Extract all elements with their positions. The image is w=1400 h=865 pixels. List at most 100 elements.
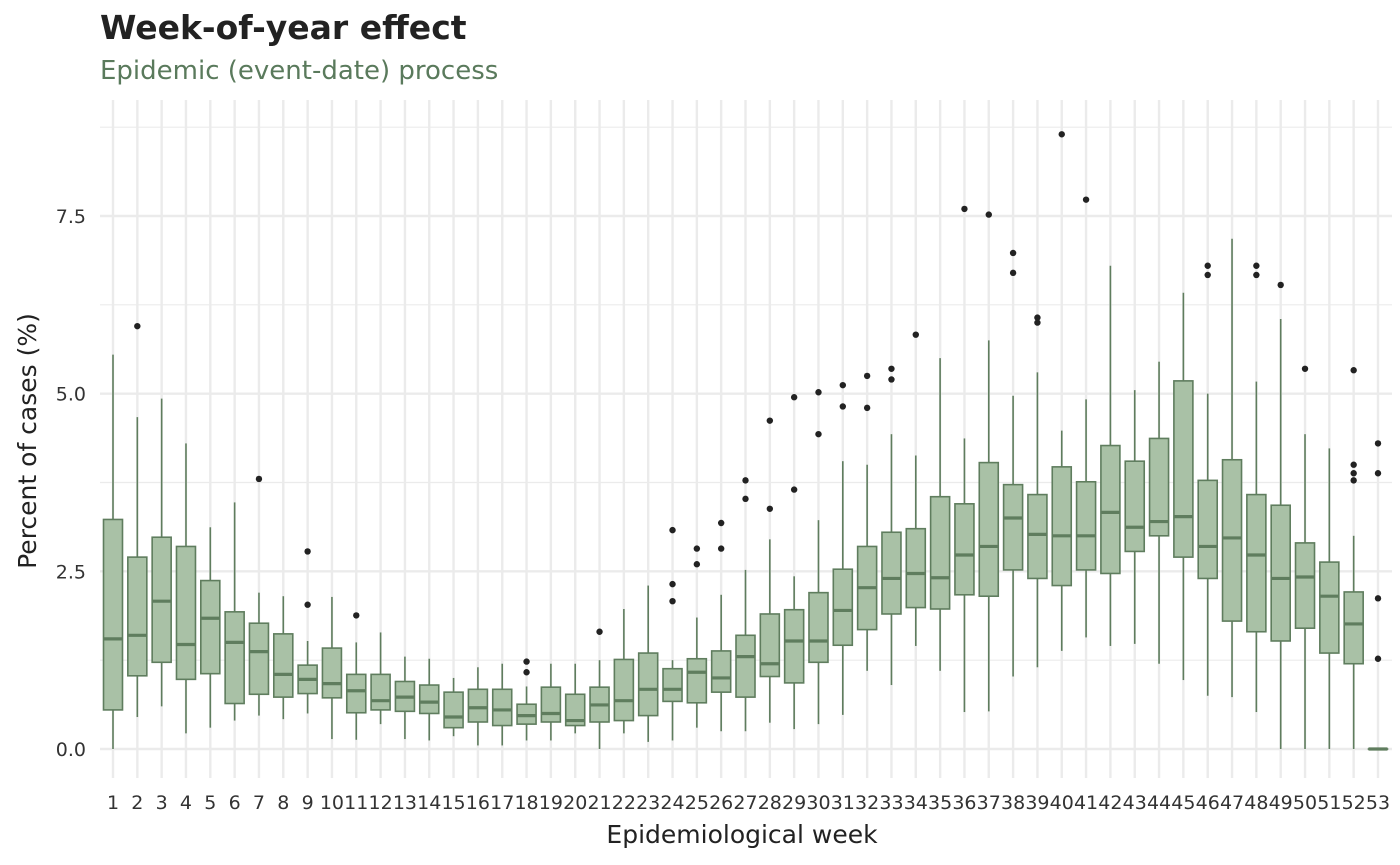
x-tick-label: 45 <box>1171 792 1195 814</box>
x-tick-label: 40 <box>1050 792 1074 814</box>
outlier-point <box>863 372 871 380</box>
box-week-19 <box>540 663 562 741</box>
box-iqr <box>686 657 708 704</box>
outlier-point <box>1253 271 1260 279</box>
box-week-39 <box>1027 314 1048 668</box>
x-tick-label: 25 <box>685 792 709 814</box>
box-week-26 <box>710 519 732 732</box>
outlier-point <box>863 404 871 412</box>
outlier-point <box>717 519 725 527</box>
box-week-10 <box>321 596 343 740</box>
x-tick-label: 47 <box>1220 792 1244 814</box>
x-tick-label: 31 <box>831 792 855 814</box>
outlier-point <box>693 545 701 552</box>
x-tick-label: 5 <box>204 792 216 814</box>
x-tick-label: 37 <box>977 792 1001 814</box>
x-tick-label: 24 <box>660 792 684 814</box>
x-tick-label: 34 <box>904 792 928 814</box>
outlier-point <box>1350 470 1357 477</box>
box-week-24 <box>662 526 683 741</box>
box-week-31 <box>832 381 854 715</box>
outlier-point <box>1277 281 1284 289</box>
box-iqr <box>1075 480 1097 571</box>
box-iqr <box>978 461 1000 598</box>
x-tick-label: 11 <box>344 792 368 814</box>
box-iqr <box>564 693 586 727</box>
box-iqr <box>905 527 927 609</box>
outlier-point <box>1350 367 1357 374</box>
outlier-point <box>766 505 774 512</box>
outlier-point <box>742 477 749 484</box>
box-week-4 <box>175 443 197 734</box>
box-iqr <box>1148 437 1170 537</box>
outlier-point <box>353 612 360 619</box>
box-iqr <box>491 688 513 727</box>
x-tick-label: 46 <box>1196 792 1220 814</box>
x-tick-label: 22 <box>612 792 636 814</box>
box-iqr <box>881 531 902 615</box>
box-week-42 <box>1100 265 1121 646</box>
outlier-point <box>839 381 847 389</box>
box-iqr <box>637 652 659 717</box>
outlier-point <box>766 417 774 424</box>
x-tick-label: 17 <box>490 792 514 814</box>
x-tick-label: 33 <box>879 792 903 814</box>
box-week-20 <box>564 663 586 734</box>
box-iqr <box>1343 591 1364 665</box>
box-week-50 <box>1294 365 1316 749</box>
outlier-point <box>1009 269 1017 277</box>
box-week-22 <box>613 608 635 734</box>
box-week-25 <box>686 545 708 728</box>
x-tick-label: 35 <box>928 792 952 814</box>
box-iqr <box>321 647 343 699</box>
box-week-23 <box>637 585 659 742</box>
box-week-11 <box>345 612 367 740</box>
chart-title: Week-of-year effect <box>100 8 467 47</box>
box-week-44 <box>1148 361 1170 664</box>
box-iqr <box>224 611 245 705</box>
box-iqr <box>467 688 489 723</box>
x-tick-label: 3 <box>156 792 168 814</box>
x-tick-label: 19 <box>539 792 563 814</box>
box-iqr <box>954 503 975 596</box>
box-week-30 <box>808 389 829 725</box>
outlier-point <box>1253 262 1260 269</box>
outlier-point <box>888 376 895 383</box>
x-axis-title: Epidemiological week <box>606 820 878 849</box>
outlier-point <box>985 211 992 218</box>
y-tick-label: 7.5 <box>56 206 86 228</box>
x-tick-label: 15 <box>441 792 465 814</box>
box-iqr <box>735 634 756 698</box>
x-tick-label: 32 <box>855 792 879 814</box>
outlier-point <box>839 403 847 410</box>
box-week-52 <box>1343 367 1364 749</box>
x-tick-label: 6 <box>229 792 241 814</box>
outlier-point <box>255 475 263 483</box>
outlier-point <box>669 597 676 605</box>
box-week-46 <box>1197 262 1219 696</box>
y-tick-label: 0.0 <box>56 739 86 761</box>
box-iqr <box>1294 542 1316 629</box>
box-iqr <box>102 518 124 711</box>
box-iqr <box>1319 561 1340 654</box>
box-week-13 <box>394 656 416 740</box>
outlier-point <box>1204 271 1211 279</box>
x-tick-label: 13 <box>393 792 417 814</box>
x-tick-label: 53 <box>1366 792 1390 814</box>
x-tick-label: 51 <box>1317 792 1341 814</box>
y-axis-ticks: 0.0 2.5 5.0 7.5 <box>56 206 86 761</box>
outlier-point <box>1374 470 1382 477</box>
outlier-point <box>1009 249 1017 257</box>
outlier-point <box>790 486 798 493</box>
x-tick-label: 23 <box>636 792 660 814</box>
box-week-49 <box>1270 281 1291 749</box>
x-tick-label: 7 <box>253 792 265 814</box>
x-tick-label: 16 <box>466 792 490 814</box>
box-iqr <box>175 545 197 681</box>
box-week-40 <box>1051 131 1073 651</box>
box-week-53 <box>1367 440 1389 751</box>
outlier-point <box>669 580 676 588</box>
box-week-8 <box>272 596 294 720</box>
x-tick-label: 36 <box>952 792 976 814</box>
outlier-point <box>1034 319 1041 326</box>
